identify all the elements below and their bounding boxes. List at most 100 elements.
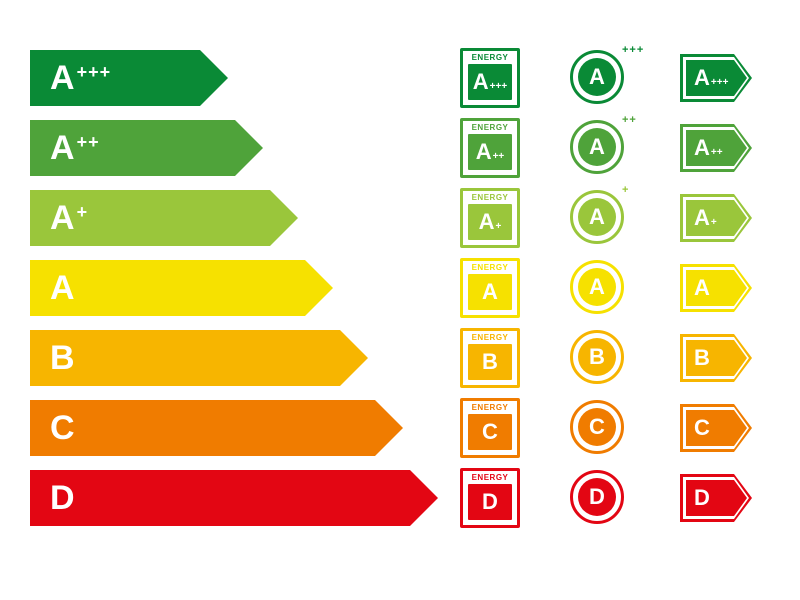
rating-arrow-body: A+++ — [30, 50, 200, 106]
circle-badge-wrap: A — [570, 260, 630, 320]
mini-arrow-fill-tip — [734, 200, 747, 236]
mini-arrow-fill: A — [686, 270, 734, 306]
energy-box: ENERGY C — [460, 398, 520, 458]
mini-arrow: A — [680, 264, 754, 312]
rating-arrow-label: C — [50, 411, 75, 445]
rating-arrow-label: D — [50, 481, 75, 515]
energy-box-header: ENERGY — [463, 403, 517, 412]
energy-box-label: D — [482, 489, 498, 515]
energy-label-infographic: A+++ ENERGY A+++ A+++ A+++ A++ ENERGY A++ A++ A++… — [30, 50, 770, 550]
energy-box-inner: A++ — [468, 134, 512, 170]
rating-arrow-body: C — [30, 400, 375, 456]
circle-badge-letter: A — [589, 64, 605, 90]
rating-arrow-body: D — [30, 470, 410, 526]
energy-box-inner: A+++ — [468, 64, 512, 100]
rating-arrow-body: B — [30, 330, 340, 386]
mini-arrow: A+++ — [680, 54, 754, 102]
energy-box-header: ENERGY — [463, 53, 517, 62]
rating-arrow-tip — [375, 400, 403, 456]
circle-badge-disc: D — [578, 478, 616, 516]
energy-box-inner: D — [468, 484, 512, 520]
rating-arrow-body: A++ — [30, 120, 235, 176]
energy-box: ENERGY A+++ — [460, 48, 520, 108]
circle-badge: A — [570, 120, 624, 174]
mini-arrow-fill: A+++ — [686, 60, 734, 96]
mini-arrow-fill-tip — [734, 270, 747, 306]
mini-arrow-label: A — [694, 275, 710, 301]
circle-badge-letter: B — [589, 344, 605, 370]
energy-box-label: A — [482, 279, 498, 305]
rating-arrow: A — [30, 260, 333, 316]
circle-badge-letter: A — [589, 204, 605, 230]
rating-arrow: D — [30, 470, 438, 526]
circle-badge: C — [570, 400, 624, 454]
rating-arrow: C — [30, 400, 403, 456]
circle-badge-letter: C — [589, 414, 605, 440]
circle-badge-wrap: A+ — [570, 190, 630, 250]
energy-box: ENERGY A++ — [460, 118, 520, 178]
rating-arrow-label: A++ — [50, 131, 100, 165]
mini-arrow-fill-tip — [734, 410, 747, 446]
energy-box-inner: A — [468, 274, 512, 310]
rating-arrow-label: B — [50, 341, 75, 375]
rating-arrow-tip — [270, 190, 298, 246]
circle-badge-wrap: C — [570, 400, 630, 460]
rating-arrow: B — [30, 330, 368, 386]
energy-box-header: ENERGY — [463, 473, 517, 482]
energy-box-header: ENERGY — [463, 193, 517, 202]
energy-box: ENERGY D — [460, 468, 520, 528]
rating-arrow-tip — [235, 120, 263, 176]
rating-arrow-label: A+++ — [50, 61, 111, 95]
mini-arrow-label: B — [694, 345, 710, 371]
energy-box: ENERGY A+ — [460, 188, 520, 248]
rating-arrow-tip — [305, 260, 333, 316]
circle-badge-disc: A — [578, 58, 616, 96]
rating-arrow-tip — [200, 50, 228, 106]
mini-arrow-label: A++ — [694, 135, 723, 161]
mini-arrow-label: A+ — [694, 205, 717, 231]
rating-arrow: A++ — [30, 120, 263, 176]
rating-arrow-label: A+ — [50, 201, 88, 235]
mini-arrow-fill-tip — [734, 60, 747, 96]
rating-arrow-label: A — [50, 271, 75, 305]
energy-box-inner: A+ — [468, 204, 512, 240]
energy-box-label: A+++ — [473, 69, 507, 95]
circle-badge-disc: A — [578, 128, 616, 166]
circle-badge-disc: C — [578, 408, 616, 446]
circle-badge-letter: A — [589, 134, 605, 160]
rating-arrow-tip — [410, 470, 438, 526]
mini-arrow-fill: A+ — [686, 200, 734, 236]
circle-badge: D — [570, 470, 624, 524]
mini-arrow-fill-tip — [734, 130, 747, 166]
mini-arrow-label: C — [694, 415, 710, 441]
circle-badge-wrap: D — [570, 470, 630, 530]
circle-badge-letter: A — [589, 274, 605, 300]
circle-badge-wrap: A+++ — [570, 50, 630, 110]
energy-box-header: ENERGY — [463, 263, 517, 272]
energy-box-label: A++ — [476, 139, 505, 165]
mini-arrow: A+ — [680, 194, 754, 242]
mini-arrow-fill: D — [686, 480, 734, 516]
circle-badge: A — [570, 190, 624, 244]
circle-badge-disc: A — [578, 268, 616, 306]
rating-arrow: A+ — [30, 190, 298, 246]
energy-box-label: C — [482, 419, 498, 445]
rating-arrow-tip — [340, 330, 368, 386]
mini-arrow-label: A+++ — [694, 65, 728, 91]
energy-box-header: ENERGY — [463, 123, 517, 132]
mini-arrow: B — [680, 334, 754, 382]
mini-arrow-fill: C — [686, 410, 734, 446]
circle-badge-wrap: A++ — [570, 120, 630, 180]
circle-badge-wrap: B — [570, 330, 630, 390]
circle-badge: B — [570, 330, 624, 384]
mini-arrow: C — [680, 404, 754, 452]
mini-arrow-fill-tip — [734, 480, 747, 516]
rating-arrow-body: A — [30, 260, 305, 316]
mini-arrow-fill: A++ — [686, 130, 734, 166]
mini-arrow-label: D — [694, 485, 710, 511]
energy-box-inner: C — [468, 414, 512, 450]
energy-box-header: ENERGY — [463, 333, 517, 342]
circle-badge-letter: D — [589, 484, 605, 510]
mini-arrow-fill: B — [686, 340, 734, 376]
energy-box: ENERGYB — [460, 328, 520, 388]
